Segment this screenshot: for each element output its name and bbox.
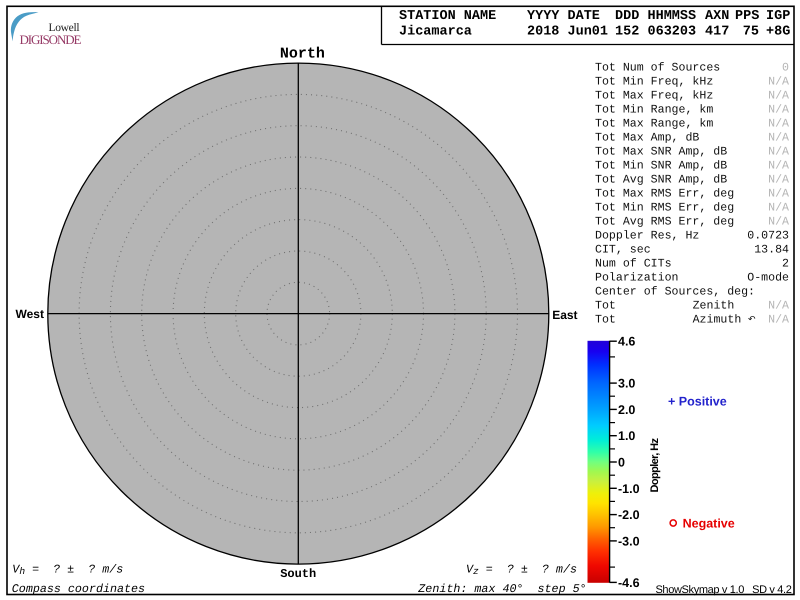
svg-text:Tot: Tot: [595, 314, 616, 327]
svg-text:N/A: N/A: [768, 160, 789, 173]
svg-text:Tot Min SNR Amp, dB: Tot Min SNR Amp, dB: [595, 160, 727, 173]
svg-text:N/A: N/A: [768, 314, 789, 327]
svg-text:-3.0: -3.0: [618, 534, 640, 548]
svg-text:Tot Max Freq, kHz: Tot Max Freq, kHz: [595, 90, 713, 103]
svg-text:Zenith: max 40° step 5°: Zenith: max 40° step 5°: [417, 582, 586, 596]
svg-text:Zenith: Zenith: [693, 300, 735, 313]
svg-text:North: North: [280, 45, 325, 62]
svg-text:Tot Avg RMS Err, deg: Tot Avg RMS Err, deg: [595, 216, 734, 229]
svg-text:417: 417: [705, 25, 729, 40]
svg-text:N/A: N/A: [768, 202, 789, 215]
svg-text:Tot Num of Sources: Tot Num of Sources: [595, 62, 720, 75]
svg-text:South: South: [280, 567, 316, 581]
svg-text:13.84: 13.84: [754, 244, 789, 257]
svg-text:DDD: DDD: [615, 9, 639, 24]
svg-text:N/A: N/A: [768, 90, 789, 103]
svg-text:Num of CITs: Num of CITs: [595, 258, 672, 271]
svg-text:Tot Min Range, km: Tot Min Range, km: [595, 104, 713, 117]
svg-text:CIT, sec: CIT, sec: [595, 244, 651, 257]
svg-text:-2.0: -2.0: [618, 508, 640, 522]
svg-text:Center of Sources, deg:: Center of Sources, deg:: [595, 286, 755, 299]
svg-text:0.0723: 0.0723: [747, 230, 789, 243]
svg-text:O-mode: O-mode: [747, 272, 789, 285]
svg-text:N/A: N/A: [768, 146, 789, 159]
svg-text:DIGISONDE: DIGISONDE: [20, 32, 82, 47]
svg-text:Negative: Negative: [683, 517, 735, 531]
svg-text:0: 0: [782, 62, 789, 75]
svg-text:Tot Max Range, km: Tot Max Range, km: [595, 118, 713, 131]
svg-text:Tot: Tot: [595, 300, 616, 313]
svg-text:N/A: N/A: [768, 174, 789, 187]
svg-text:N/A: N/A: [768, 188, 789, 201]
svg-text:2.0: 2.0: [618, 403, 635, 417]
svg-text:3.0: 3.0: [618, 377, 635, 391]
svg-text:N/A: N/A: [768, 118, 789, 131]
svg-text:East: East: [552, 308, 577, 322]
svg-text:Jicamarca: Jicamarca: [399, 25, 472, 40]
svg-text:N/A: N/A: [768, 132, 789, 145]
svg-text:Tot Min Freq, kHz: Tot Min Freq, kHz: [595, 76, 713, 89]
svg-text:-4.6: -4.6: [618, 576, 640, 590]
svg-text:Tot Max Amp, dB: Tot Max Amp, dB: [595, 132, 699, 145]
svg-text:Azimuth: Azimuth: [693, 314, 742, 327]
svg-text:IGP: IGP: [766, 9, 790, 24]
svg-text:75: 75: [743, 25, 759, 40]
svg-text:AXN: AXN: [705, 9, 729, 24]
svg-text:0: 0: [618, 456, 625, 470]
svg-text:N/A: N/A: [768, 104, 789, 117]
svg-text:063203: 063203: [648, 25, 697, 40]
svg-text:Doppler Res, Hz: Doppler Res, Hz: [595, 230, 699, 243]
svg-text:YYYY: YYYY: [527, 9, 560, 24]
svg-text:↶: ↶: [748, 314, 756, 324]
svg-text:+8G: +8G: [766, 25, 790, 40]
svg-text:Tot Max SNR Amp, dB: Tot Max SNR Amp, dB: [595, 146, 727, 159]
svg-text:Lowell: Lowell: [49, 22, 80, 34]
svg-text:PPS: PPS: [735, 9, 759, 24]
svg-text:STATION NAME: STATION NAME: [399, 9, 496, 24]
svg-text:N/A: N/A: [768, 76, 789, 89]
svg-text:N/A: N/A: [768, 216, 789, 229]
svg-text:Tot Avg SNR Amp, dB: Tot Avg SNR Amp, dB: [595, 174, 727, 187]
svg-text:Vz = ? ± ? m/s: Vz = ? ± ? m/s: [466, 562, 577, 577]
svg-text:Compass coordinates: Compass coordinates: [12, 582, 145, 596]
svg-text:N/A: N/A: [768, 300, 789, 313]
svg-text:Doppler, Hz: Doppler, Hz: [649, 437, 661, 492]
svg-text:2: 2: [782, 258, 789, 271]
svg-text:West: West: [16, 307, 44, 321]
svg-text:Tot Min RMS Err, deg: Tot Min RMS Err, deg: [595, 202, 734, 215]
svg-text:152: 152: [615, 25, 639, 40]
svg-text:Polarization: Polarization: [595, 272, 679, 285]
svg-text:1.0: 1.0: [618, 429, 635, 443]
svg-text:Tot Max RMS Err, deg: Tot Max RMS Err, deg: [595, 188, 734, 201]
svg-text:DATE: DATE: [568, 9, 600, 24]
svg-text:+ Positive: + Positive: [668, 395, 727, 409]
svg-text:-1.0: -1.0: [618, 482, 640, 496]
svg-text:2018: 2018: [527, 25, 559, 40]
svg-text:Vh = ? ± ? m/s: Vh = ? ± ? m/s: [12, 562, 123, 577]
svg-text:ShowSkymap v 1.0 SD v 4.2: ShowSkymap v 1.0 SD v 4.2: [655, 584, 791, 596]
svg-text:4.6: 4.6: [618, 335, 635, 349]
svg-text:HHMMSS: HHMMSS: [648, 9, 697, 24]
svg-text:Jun01: Jun01: [568, 25, 609, 40]
